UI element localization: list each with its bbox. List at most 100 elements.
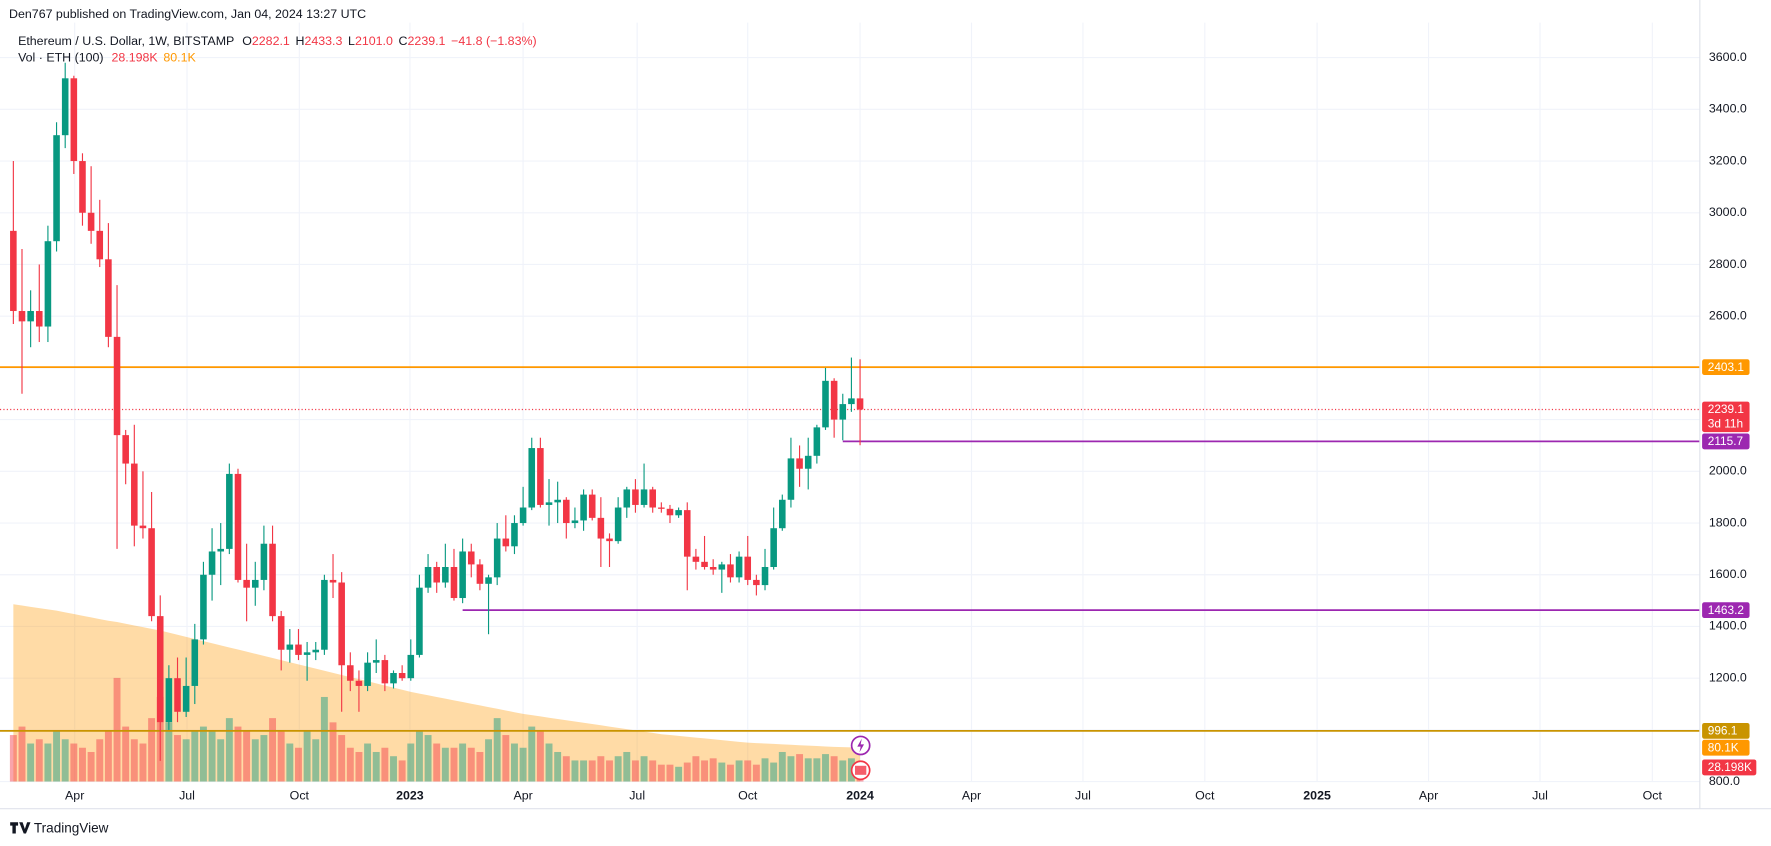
candle-body <box>347 665 354 681</box>
candle-body <box>44 241 52 327</box>
volume-bar <box>727 764 734 782</box>
volume-bar <box>338 735 346 782</box>
volume-legend: Vol · ETH (100) 28.198K 80.1K <box>18 51 196 65</box>
candle-body <box>735 556 743 578</box>
candle-body <box>355 680 363 686</box>
volume-bar <box>18 726 26 782</box>
volume-ma-value: 80.1K <box>163 51 196 65</box>
candle-body <box>10 230 17 312</box>
x-tick-label: Jul <box>1075 789 1091 803</box>
volume-bar <box>511 743 518 782</box>
volume-bar <box>364 743 372 782</box>
x-tick-label: Apr <box>962 789 981 803</box>
candle-body <box>744 556 752 580</box>
candle-body <box>623 489 631 508</box>
x-tick-label: Oct <box>738 789 758 803</box>
x-tick-label: Oct <box>290 789 310 803</box>
volume-bar <box>822 754 829 782</box>
candle-body <box>122 435 129 464</box>
x-tick-label: Apr <box>1419 789 1438 803</box>
ohlc-value: 2239.1 <box>408 34 446 48</box>
level-label-box <box>1702 722 1750 739</box>
candle-body <box>18 311 26 322</box>
symbol-legend: Ethereum / U.S. Dollar, 1W, BITSTAMP O228… <box>18 34 537 48</box>
legend: Ethereum / U.S. Dollar, 1W, BITSTAMP O228… <box>18 34 537 65</box>
volume-bar <box>813 758 821 782</box>
footer-logo: TradingView <box>10 821 109 836</box>
volume-bar <box>839 760 847 782</box>
candle-body <box>640 489 648 505</box>
volume-bar <box>649 760 657 782</box>
volume-bar <box>761 758 769 782</box>
candle-body <box>830 380 838 420</box>
candle-body <box>269 543 276 617</box>
candle-body <box>683 510 691 557</box>
x-tick-label: Jul <box>1532 789 1548 803</box>
x-tick-label: Jul <box>179 789 195 803</box>
countdown-label: 3d 11h <box>1708 416 1743 430</box>
candle-body <box>580 494 587 521</box>
candle-body <box>424 566 432 588</box>
candle-body <box>381 660 389 684</box>
volume-bar <box>415 730 423 782</box>
volume-bar <box>217 739 225 782</box>
candle-body <box>35 311 43 327</box>
candle-body <box>545 502 553 505</box>
event-icons <box>850 735 871 781</box>
candle-body <box>442 566 449 583</box>
candle-body <box>79 161 86 213</box>
candle-body <box>606 538 613 542</box>
volume-bar <box>675 766 683 782</box>
volume-bar <box>355 751 363 782</box>
volume-bar <box>459 743 467 782</box>
candle-body <box>398 673 406 679</box>
volume-bar <box>657 764 665 782</box>
y-tick-label: 2800.0 <box>1709 257 1747 271</box>
footer-brand: TradingView <box>34 821 109 836</box>
candle-body <box>61 78 69 136</box>
candle-body <box>407 654 415 679</box>
candle-body <box>701 561 708 567</box>
candle-body <box>563 499 570 524</box>
volume-bar <box>174 735 181 782</box>
candle-body <box>390 673 397 684</box>
volume-bar <box>562 756 570 782</box>
y-tick-label: 1200.0 <box>1709 670 1747 684</box>
volume-bar <box>329 722 337 782</box>
candle-body <box>493 538 501 578</box>
volume-bar <box>666 764 674 782</box>
volume-bar <box>260 735 268 782</box>
volume-bar <box>113 677 121 782</box>
volume-value: 28.198K <box>111 51 158 65</box>
volume-bar <box>381 747 389 782</box>
volume-bar <box>251 739 259 782</box>
x-tick-label: Jul <box>629 789 645 803</box>
candle-body <box>286 644 294 650</box>
volume-bar <box>303 730 311 782</box>
y-tick-label: 1800.0 <box>1709 515 1747 529</box>
volume-label-box <box>1702 759 1757 776</box>
candle-body <box>87 212 95 231</box>
volume-bar <box>346 747 354 782</box>
candle-body <box>779 499 786 529</box>
plot <box>0 62 1700 782</box>
volume-bar <box>104 730 112 782</box>
volume-bar <box>9 735 17 782</box>
volume-ma-label: 80.1K <box>1708 740 1739 754</box>
y-tick-label: 800.0 <box>1709 774 1740 788</box>
volume-bar <box>536 730 544 782</box>
volume-bar <box>390 756 397 782</box>
candle-body <box>234 473 242 580</box>
volume-bar <box>225 718 233 782</box>
volume-bar <box>718 762 726 782</box>
ohlc-key: L <box>348 34 355 48</box>
volume-bar <box>631 760 639 782</box>
level-label: 996.1 <box>1708 724 1738 738</box>
volume-bar <box>61 739 69 782</box>
candle-body <box>226 473 233 549</box>
candle-body <box>139 525 147 529</box>
candle-body <box>416 587 423 655</box>
volume-bar <box>796 754 804 782</box>
